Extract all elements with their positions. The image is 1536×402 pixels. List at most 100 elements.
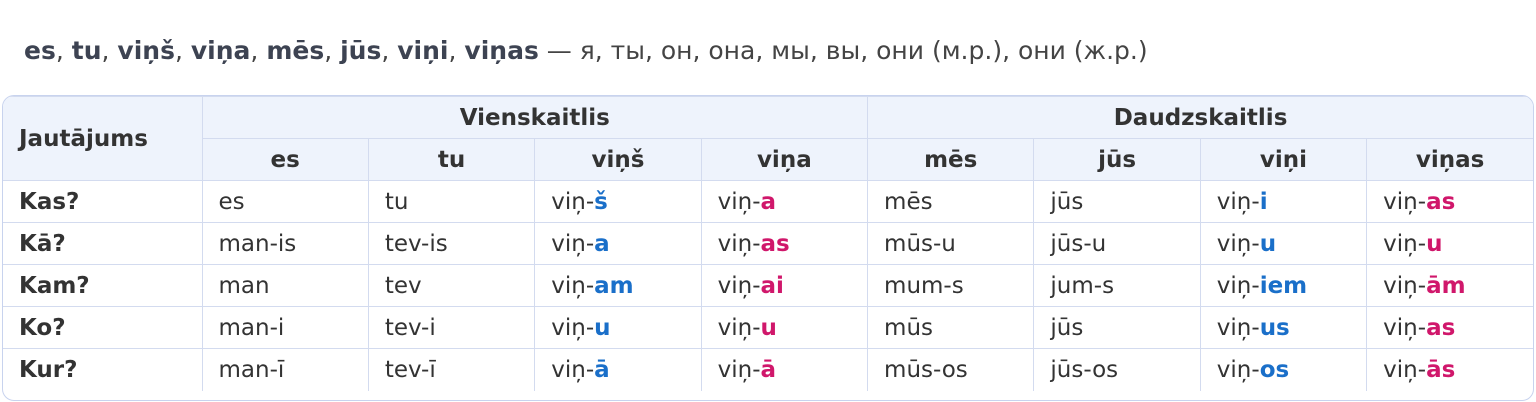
ending: a (594, 230, 610, 257)
ending: u (1259, 230, 1277, 257)
stem: viņ- (1216, 314, 1260, 341)
stem: viņ- (1383, 272, 1427, 299)
separator: , (250, 36, 259, 65)
form: viņ-os (1199, 348, 1368, 391)
ending: ai (760, 272, 784, 299)
stem: viņ- (551, 356, 595, 383)
ending: ās (1426, 356, 1456, 383)
pronoun: viņas (464, 36, 539, 65)
group-row: Jautājums Vienskaitlis Daudzskaitlis (3, 96, 1533, 181)
stem: viņ- (1216, 356, 1260, 383)
form: man (201, 264, 369, 307)
form: jum-s (1033, 264, 1201, 307)
stem: viņ- (717, 230, 761, 257)
intro: es, tu, viņš, viņa, mēs, jūs, viņi, viņa… (24, 36, 1148, 65)
column-header: mēs (867, 138, 1035, 181)
pronoun: viņi (397, 36, 449, 65)
stem: viņ- (1383, 314, 1427, 341)
column-header: viņas (1366, 138, 1533, 181)
column-header: viņa (700, 138, 869, 181)
form: tev-is (367, 222, 536, 265)
separator: , (101, 36, 110, 65)
stem: viņ- (551, 272, 595, 299)
form: mūs (867, 306, 1035, 349)
stem: viņ- (717, 272, 761, 299)
form: viņ-ās (1366, 348, 1533, 391)
table-frame: Jautājums Vienskaitlis Daudzskaitlis es tu vi… (2, 95, 1534, 401)
form: viņ-ām (1366, 264, 1533, 307)
table-row: Ko? man-i tev-i viņ-u viņ-u mūs jūs viņ-us viņ-a… (3, 306, 1533, 349)
pronoun: mēs (266, 36, 325, 65)
translation: — я, ты, он, она, мы, вы, они (м.р.), он… (546, 36, 1148, 65)
form: mūs-os (867, 348, 1035, 391)
form: man-i (201, 306, 369, 349)
form: jūs-u (1033, 222, 1201, 265)
ending: as (1426, 188, 1456, 215)
form: viņ-u (1199, 222, 1368, 265)
column-header: tu (367, 138, 536, 181)
stem: viņ- (1216, 230, 1260, 257)
stem: viņ- (551, 188, 595, 215)
stem: viņ- (551, 230, 595, 257)
ending: as (1426, 314, 1456, 341)
form: mum-s (867, 264, 1035, 307)
group-header: Vienskaitlis (201, 96, 869, 139)
ending: iem (1259, 272, 1308, 299)
ending: us (1259, 314, 1290, 341)
declension-table: Jautājums Vienskaitlis Daudzskaitlis es tu vi… (3, 96, 1533, 391)
stem: viņ- (551, 314, 595, 341)
ending: i (1259, 188, 1268, 215)
form: jūs (1033, 180, 1201, 223)
stem: viņ- (1216, 188, 1260, 215)
column-header: viņš (534, 138, 702, 181)
form: viņ-š (534, 180, 702, 223)
form: viņ-as (1366, 306, 1533, 349)
column-header: jūs (1033, 138, 1201, 181)
pronoun: viņš (117, 36, 175, 65)
separator: , (381, 36, 390, 65)
form: viņ-ā (700, 348, 869, 391)
form: viņ-ā (534, 348, 702, 391)
pronoun: tu (71, 36, 102, 65)
ending: ā (594, 356, 610, 383)
form: tev-ī (367, 348, 536, 391)
stem: viņ- (1383, 356, 1427, 383)
ending: ām (1426, 272, 1466, 299)
form: viņ-u (700, 306, 869, 349)
form: viņ-as (1366, 180, 1533, 223)
table-row: Kā? man-is tev-is viņ-a viņ-as mūs-u jūs-u viņ-… (3, 222, 1533, 265)
stem: viņ- (1383, 230, 1427, 257)
pronoun: es (24, 36, 56, 65)
form: tev-i (367, 306, 536, 349)
column-header: viņi (1199, 138, 1368, 181)
table-row: Kas? es tu viņ-š viņ-a mēs jūs viņ-i viņ-as (3, 180, 1533, 223)
ending: š (594, 188, 608, 215)
form: viņ-u (534, 306, 702, 349)
ending: u (760, 314, 777, 341)
form: viņ-am (534, 264, 702, 307)
form: viņ-iem (1199, 264, 1368, 307)
form: viņ-us (1199, 306, 1368, 349)
ending: u (594, 314, 611, 341)
table-row: Kur? man-ī tev-ī viņ-ā viņ-ā mūs-os jūs-os viņ-… (3, 348, 1533, 391)
form: viņ-a (534, 222, 702, 265)
form: viņ-as (700, 222, 869, 265)
question: Kur? (3, 348, 203, 391)
form: tev (367, 264, 536, 307)
ending: a (760, 188, 777, 215)
question: Ko? (3, 306, 203, 349)
form: jūs (1033, 306, 1201, 349)
header-cell: Jautājums (3, 96, 203, 181)
form: es (201, 180, 369, 223)
form: viņ-i (1199, 180, 1368, 223)
pronoun: viņa (190, 36, 251, 65)
ending: as (760, 230, 790, 257)
ending: am (594, 272, 634, 299)
form: tu (367, 180, 536, 223)
stem: viņ- (1383, 188, 1427, 215)
pronoun: jūs (340, 36, 382, 65)
form: mēs (867, 180, 1035, 223)
table-row: Kam? man tev viņ-am viņ-ai mum-s jum-s viņ-iem v… (3, 264, 1533, 307)
stem: viņ- (1216, 272, 1260, 299)
